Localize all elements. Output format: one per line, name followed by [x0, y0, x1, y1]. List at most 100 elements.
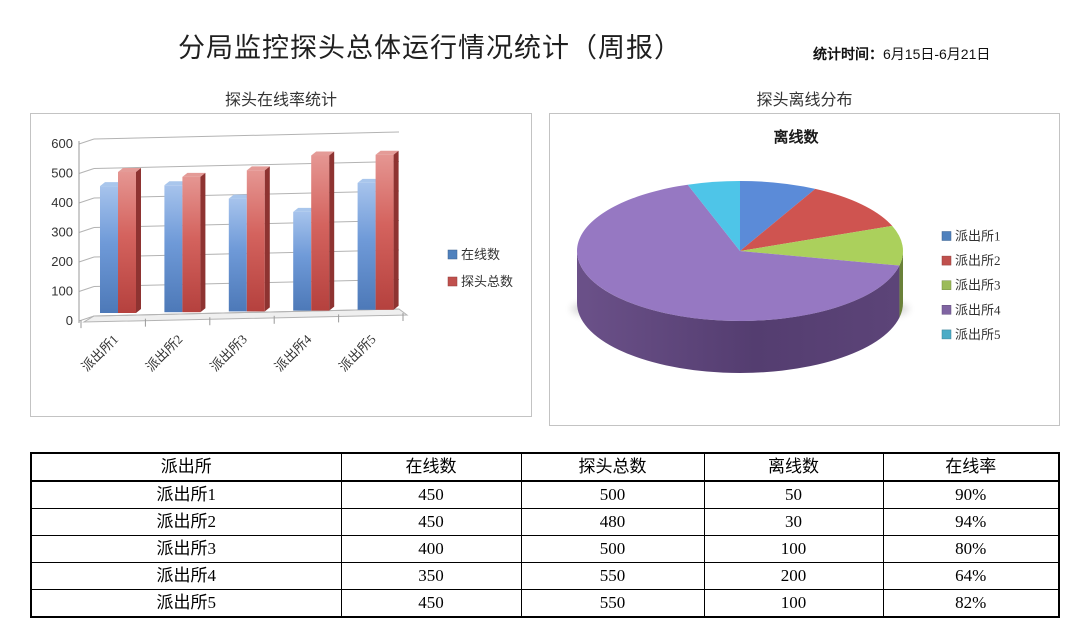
legend-swatch: [447, 249, 458, 260]
pie-slice-3: [576, 184, 900, 321]
legend-label: 派出所2: [955, 253, 1001, 268]
bar-side: [136, 168, 141, 313]
bar-front: [182, 176, 201, 313]
legend-swatch: [941, 280, 952, 290]
bar-top: [118, 168, 141, 172]
legend-swatch: [447, 276, 458, 287]
gridline: [93, 131, 400, 140]
table-header-cell: 离线数: [703, 452, 884, 482]
bar-side: [329, 151, 335, 311]
table-cell: 94%: [882, 508, 1060, 536]
table-cell: 450: [340, 480, 522, 509]
bar-front: [100, 186, 118, 313]
gridline-side: [78, 168, 95, 174]
table-cell: 派出所3: [30, 535, 342, 563]
y-axis-tick-label: 300: [51, 225, 73, 240]
legend-label: 在线数: [461, 247, 500, 262]
legend-item: 在线数: [447, 247, 500, 262]
pie-slice-4: [687, 181, 740, 251]
legend-item: 派出所3: [941, 278, 1001, 293]
y-axis-tick-label: 500: [51, 166, 73, 181]
x-axis-category-label: 派出所2: [143, 332, 186, 375]
legend-swatch: [941, 329, 952, 340]
bar-s0-c4: [357, 178, 381, 310]
legend-item: 派出所2: [941, 253, 1001, 268]
table-cell: 500: [520, 480, 705, 509]
table-cell: 350: [340, 562, 522, 590]
bar-front: [118, 172, 136, 313]
bar-top: [164, 181, 188, 186]
y-axis-tick-label: 400: [51, 195, 73, 210]
table-cell: 480: [520, 508, 705, 536]
bar-front: [357, 182, 376, 310]
bar-top: [375, 150, 399, 155]
table-header-cell: 在线率: [882, 452, 1060, 482]
legend-label: 派出所1: [955, 229, 1001, 244]
table-row: 派出所5 450 550 100 82%: [30, 589, 1060, 618]
table-cell: 450: [340, 508, 522, 536]
pie-chart-panel: 离线数 派出所1 派出所2 派出所3 派出所4 派出所5: [549, 113, 1060, 426]
bar-top: [228, 194, 252, 199]
legend-swatch: [941, 255, 952, 266]
table-cell: 派出所5: [30, 589, 342, 618]
table-header-cell: 在线数: [340, 452, 522, 482]
y-axis-tick-label: 200: [51, 254, 73, 269]
y-axis-tick-label: 100: [51, 284, 73, 299]
bar-s1-c1: [182, 172, 206, 313]
legend-item: 派出所4: [941, 302, 1001, 317]
bar-chart-panel: 0 100 200 300 400 500 600 派出所1 派出所2 派出所3 派出所4 派出所5 在…: [30, 113, 532, 417]
gridline-side: [78, 256, 95, 263]
y-axis-tick-label: 600: [51, 136, 73, 151]
bar-chart-section-title: 探头在线率统计: [224, 92, 337, 109]
bar-s0-c0: [100, 182, 123, 313]
table-cell: 派出所2: [30, 508, 342, 536]
bar-top: [100, 182, 123, 187]
table-cell: 80%: [882, 535, 1060, 563]
bar-top: [182, 172, 206, 177]
legend-swatch: [941, 231, 952, 241]
y-axis-tick-label: 0: [66, 313, 73, 328]
table-row: 派出所2 450 480 30 94%: [30, 508, 1060, 536]
pie-title: 离线数: [773, 128, 819, 146]
bar-chart: 0 100 200 300 400 500 600 派出所1 派出所2 派出所3 派出所4 派出所5 在…: [51, 131, 513, 375]
gridline: [93, 308, 400, 317]
table-row: 派出所4 350 550 200 64%: [30, 562, 1060, 590]
x-axis-category-label: 派出所4: [272, 331, 315, 374]
stats-table: 派出所 在线数 探头总数 离线数 在线率 派出所1 450 500 50 90% 派出所2 450 48…: [30, 452, 1060, 618]
bar-front: [246, 170, 265, 312]
table-cell: 90%: [882, 480, 1060, 509]
table-cell: 派出所4: [30, 562, 342, 590]
table-row: 派出所3 400 500 100 80%: [30, 535, 1060, 563]
legend-label: 派出所3: [955, 278, 1001, 293]
bar-front: [164, 185, 183, 313]
table-cell: 100: [703, 589, 884, 618]
bar-side: [200, 172, 206, 313]
table-header-row: 派出所 在线数 探头总数 离线数 在线率: [30, 452, 1060, 482]
bar-front: [311, 155, 330, 311]
table-cell: 400: [340, 535, 522, 563]
table-cell: 550: [520, 589, 705, 618]
stat-time-label: 统计时间：: [813, 46, 883, 62]
table-cell: 200: [703, 562, 884, 590]
bar-s0-c3: [293, 207, 317, 311]
x-axis-category-label: 派出所3: [207, 332, 250, 375]
table-cell: 450: [340, 589, 522, 618]
gridline-side: [78, 197, 95, 204]
table-cell: 50: [703, 480, 884, 509]
legend-swatch: [941, 305, 952, 315]
bar-front: [375, 154, 394, 310]
pie-wall-3: [577, 251, 900, 373]
table-header-cell: 派出所: [30, 452, 342, 482]
pie-wall-2: [899, 251, 903, 318]
bar-s0-c2: [228, 194, 252, 312]
gridline: [93, 190, 400, 199]
table-header-cell: 探头总数: [520, 452, 705, 482]
table-cell: 派出所1: [30, 480, 342, 509]
x-axis-category-label: 派出所1: [78, 332, 121, 375]
bar-s1-c3: [311, 151, 335, 311]
gridline: [93, 161, 400, 169]
bar-s1-c0: [118, 168, 141, 313]
bar-top: [357, 178, 381, 183]
bar-top: [311, 151, 335, 156]
